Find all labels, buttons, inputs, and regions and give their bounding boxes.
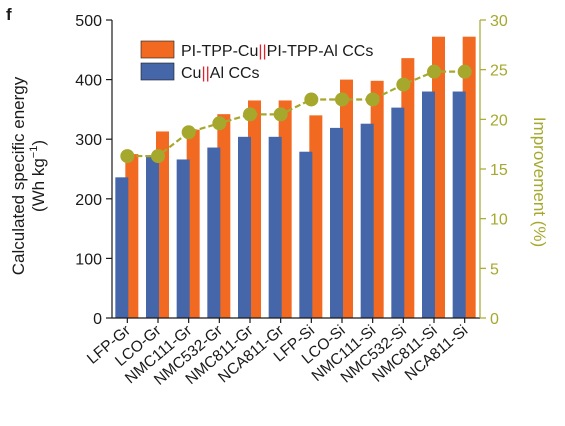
bar-pi — [370, 80, 384, 319]
bar-pi — [248, 100, 261, 319]
legend-separator-al: || — [201, 65, 209, 82]
improvement-point — [365, 92, 380, 107]
improvement-point — [273, 107, 288, 122]
legend-swatch-al — [140, 62, 175, 81]
bar-pi — [217, 114, 231, 318]
legend-separator-pi: || — [258, 43, 266, 60]
bar-pi — [278, 100, 292, 319]
left-axis-title-line1: Calculated specific energy — [9, 76, 28, 275]
x-ticks: LFP-GrLCO-GrNMC111-GrNMC532-GrNMC811-GrN… — [84, 318, 471, 389]
left-axis-title-line2: (Wh kg−1) — [28, 140, 48, 212]
right-tick-label: 5 — [490, 261, 499, 278]
improvement-point — [396, 77, 411, 92]
improvement-line-layer — [120, 64, 472, 164]
bar-pi — [432, 36, 445, 319]
improvement-point — [151, 149, 165, 164]
improvement-point — [212, 116, 227, 131]
right-tick-label: 30 — [490, 13, 508, 30]
right-tick-label: 20 — [490, 112, 508, 129]
bar-al — [238, 136, 251, 318]
improvement-point — [243, 107, 257, 122]
improvement-point — [181, 125, 196, 140]
legend: PI-TPP-Cu||PI-TPP-Al CCs Cu||Al CCs — [140, 40, 373, 82]
bar-pi — [125, 154, 139, 318]
bars — [115, 36, 476, 319]
left-tick-label: 500 — [75, 13, 102, 30]
legend-swatch-pi — [140, 40, 175, 59]
bar-pi — [462, 36, 476, 319]
bar-al — [422, 91, 435, 319]
improvement-point — [335, 92, 349, 107]
bar-al — [146, 157, 159, 318]
bar-al — [330, 127, 343, 318]
bar-al — [268, 136, 282, 318]
bar-al — [299, 151, 313, 318]
legend-label-al: Cu||Al CCs — [181, 65, 260, 82]
improvement-point — [304, 92, 319, 107]
right-ticks: 0 5 10 15 20 25 30 — [480, 13, 508, 328]
right-tick-label: 0 — [490, 311, 499, 328]
bar-al — [391, 107, 405, 318]
legend-label-pi: PI-TPP-Cu||PI-TPP-Al CCs — [181, 43, 373, 60]
bar-pi — [186, 129, 200, 318]
left-tick-label: 300 — [75, 132, 102, 149]
bar-al — [115, 177, 129, 318]
improvement-point — [120, 149, 135, 164]
bar-al — [207, 147, 221, 318]
panel-label: f — [6, 5, 12, 24]
improvement-point — [457, 64, 472, 79]
left-tick-label: 100 — [75, 251, 102, 268]
right-axis-title-text: Improvement (%) — [530, 117, 549, 247]
right-tick-label: 10 — [490, 212, 508, 229]
bar-al — [452, 91, 466, 319]
bar-pi — [401, 58, 415, 318]
bar-pi — [156, 131, 169, 318]
improvement-point — [427, 64, 441, 79]
right-axis-title: Improvement (%) — [530, 117, 549, 247]
left-tick-label: 0 — [93, 311, 102, 328]
bar-al — [176, 159, 190, 318]
right-tick-label: 25 — [490, 63, 508, 80]
left-tick-label: 400 — [75, 73, 102, 90]
plot-area — [115, 36, 476, 319]
left-ticks: 0 100 200 300 400 500 — [75, 13, 112, 328]
bar-pi — [340, 79, 353, 318]
bar-al — [360, 123, 374, 318]
right-tick-label: 15 — [490, 162, 508, 179]
left-tick-label: 200 — [75, 192, 102, 209]
bar-pi — [309, 115, 323, 318]
left-axis-title: Calculated specific energy (Wh kg−1) — [9, 76, 48, 275]
